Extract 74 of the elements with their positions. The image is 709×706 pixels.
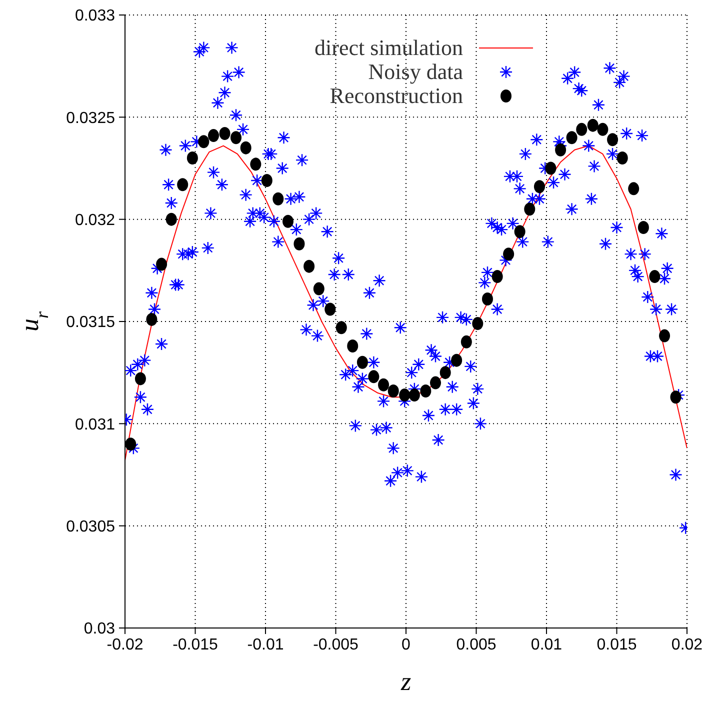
point [324, 302, 336, 316]
point [240, 141, 252, 154]
point [156, 258, 168, 271]
point [134, 372, 146, 386]
y-tick-label: 0.032 [74, 212, 116, 230]
point [607, 133, 618, 146]
y-tick-label: 0.031 [74, 416, 116, 434]
y-tick-label: 0.03 [84, 620, 116, 638]
point [534, 180, 545, 194]
point [472, 317, 484, 330]
point [356, 356, 368, 369]
point [219, 127, 230, 140]
point [399, 388, 410, 402]
point [272, 192, 284, 206]
point [208, 129, 220, 142]
point [261, 174, 272, 188]
point [440, 366, 451, 380]
x-tick-label: 0.02 [671, 636, 703, 654]
point [250, 158, 262, 171]
point [146, 312, 158, 326]
point [616, 152, 628, 165]
point [638, 221, 649, 234]
y-tick-label: 0.033 [74, 8, 116, 25]
y-tick-label: 0.0315 [66, 314, 116, 332]
point [408, 388, 420, 402]
point [628, 182, 640, 196]
point [313, 282, 324, 296]
point [451, 354, 462, 367]
point [282, 214, 294, 228]
point [649, 270, 660, 284]
point [566, 131, 578, 144]
x-tick-label: -0.005 [313, 636, 359, 654]
point [304, 260, 315, 273]
point [294, 237, 305, 250]
point [492, 270, 503, 284]
point [336, 321, 347, 334]
point [587, 118, 598, 132]
point [545, 162, 556, 175]
x-tick-label: 0 [402, 636, 411, 654]
point [503, 248, 514, 261]
point [368, 370, 380, 384]
x-tick-label: -0.015 [172, 636, 218, 654]
x-axis-title: z [400, 667, 412, 696]
point [347, 340, 358, 353]
point [186, 152, 198, 165]
point [230, 131, 242, 144]
point [576, 122, 588, 136]
point [125, 438, 136, 451]
y-tick-label: 0.0325 [66, 110, 116, 127]
x-tick-label: 0.01 [530, 636, 562, 654]
x-tick-label: 0.015 [596, 636, 637, 654]
point [555, 143, 566, 156]
point [524, 202, 536, 216]
point [388, 384, 399, 398]
point [378, 378, 390, 392]
point [430, 376, 442, 390]
x-tick-label: -0.02 [106, 636, 144, 654]
legend-label: Reconstruction [330, 83, 463, 108]
point [514, 225, 526, 238]
point [420, 384, 432, 398]
point [670, 390, 682, 404]
line-series [125, 145, 687, 461]
legend-label: direct simulation [314, 35, 463, 60]
x-tick-label: -0.01 [247, 636, 284, 654]
point [597, 122, 608, 136]
y-tick-label: 0.0305 [66, 518, 116, 536]
point [659, 329, 670, 342]
point [482, 292, 493, 306]
point [198, 135, 210, 148]
x-tick-label: 0.005 [456, 636, 496, 654]
point [460, 335, 472, 348]
point [166, 212, 177, 226]
legend-label: Noisy data [368, 59, 463, 84]
point [177, 178, 188, 192]
